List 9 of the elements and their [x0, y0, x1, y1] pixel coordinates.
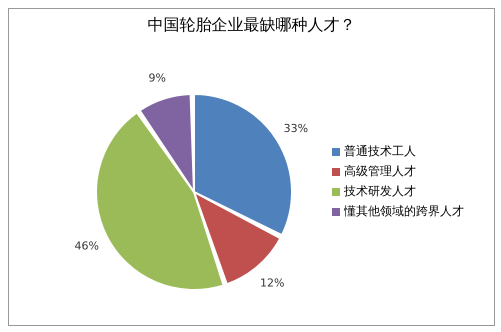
chart-title: 中国轮胎企业最缺哪种人才？	[146, 15, 356, 36]
data-label: 46%	[74, 239, 99, 252]
data-label: 9%	[148, 71, 166, 84]
legend-label: 高级管理人才	[344, 164, 416, 178]
data-label: 33%	[284, 122, 308, 136]
legend-label: 懂其他领域的跨界人才	[344, 204, 464, 218]
legend-label: 普通技术工人	[344, 144, 416, 158]
data-label: 12%	[260, 276, 285, 290]
legend-label: 技术研发人才	[344, 184, 416, 198]
